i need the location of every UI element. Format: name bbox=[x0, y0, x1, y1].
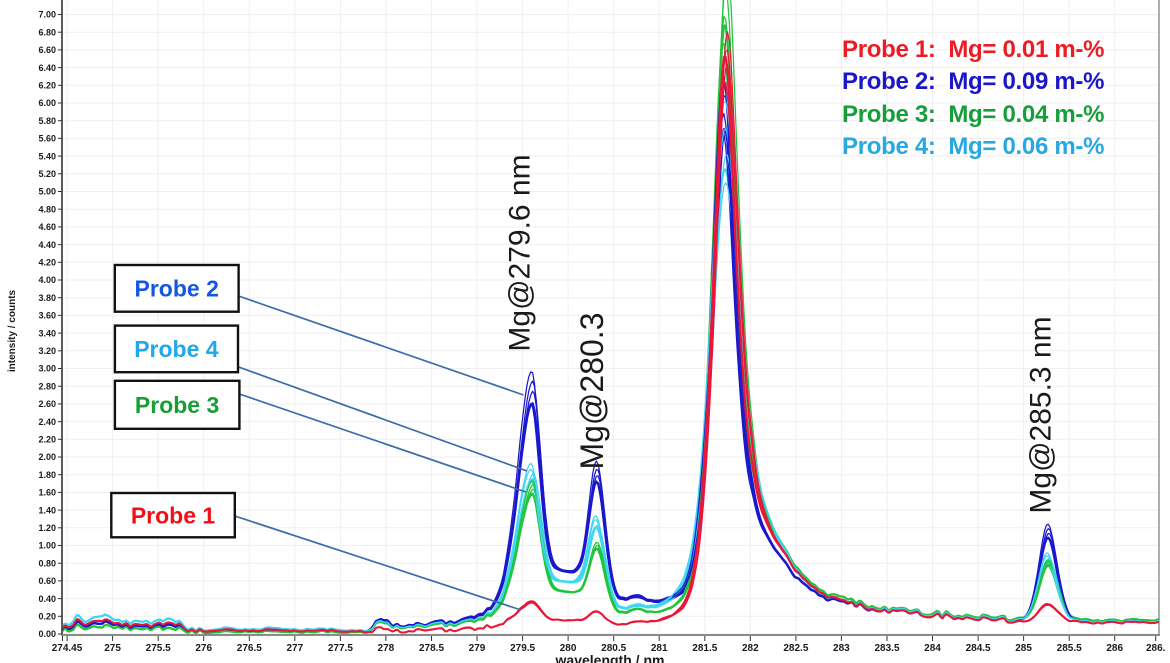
svg-text:6.60: 6.60 bbox=[38, 45, 56, 55]
svg-text:0.60: 0.60 bbox=[38, 576, 56, 586]
svg-text:1.40: 1.40 bbox=[38, 505, 56, 515]
svg-text:0.40: 0.40 bbox=[38, 594, 56, 604]
svg-text:4.80: 4.80 bbox=[38, 204, 56, 214]
svg-text:283.5: 283.5 bbox=[874, 643, 899, 654]
svg-text:Probe 2: Mg= 0.09 m-%: Probe 2: Mg= 0.09 m-% bbox=[842, 68, 1104, 95]
svg-text:0.00: 0.00 bbox=[38, 629, 56, 639]
svg-text:285.5: 285.5 bbox=[1057, 643, 1082, 654]
svg-text:3.60: 3.60 bbox=[38, 311, 56, 321]
svg-text:1.00: 1.00 bbox=[38, 541, 56, 551]
svg-text:wavelength / nm: wavelength / nm bbox=[555, 652, 665, 663]
svg-text:Probe 2: Probe 2 bbox=[135, 276, 219, 302]
svg-text:277: 277 bbox=[286, 643, 303, 654]
svg-text:5.00: 5.00 bbox=[38, 187, 56, 197]
svg-text:Probe 3: Probe 3 bbox=[135, 392, 219, 418]
svg-text:281.5: 281.5 bbox=[692, 643, 717, 654]
svg-text:4.20: 4.20 bbox=[38, 258, 56, 268]
svg-text:285: 285 bbox=[1015, 643, 1032, 654]
svg-text:6.80: 6.80 bbox=[38, 27, 56, 37]
svg-text:Probe 1: Probe 1 bbox=[131, 503, 216, 529]
svg-text:281: 281 bbox=[651, 643, 668, 654]
svg-text:4.40: 4.40 bbox=[38, 240, 56, 250]
svg-text:277.5: 277.5 bbox=[328, 643, 353, 654]
svg-text:6.20: 6.20 bbox=[38, 81, 56, 91]
svg-text:2.00: 2.00 bbox=[38, 452, 56, 462]
svg-text:275: 275 bbox=[104, 643, 121, 654]
svg-text:3.80: 3.80 bbox=[38, 293, 56, 303]
svg-text:3.40: 3.40 bbox=[38, 328, 56, 338]
svg-text:282.5: 282.5 bbox=[783, 643, 808, 654]
svg-text:Probe 4: Probe 4 bbox=[134, 336, 219, 362]
svg-text:3.00: 3.00 bbox=[38, 364, 56, 374]
svg-text:intensity / counts: intensity / counts bbox=[7, 289, 18, 372]
svg-text:279.5: 279.5 bbox=[510, 643, 535, 654]
svg-text:Probe 4: Mg= 0.06 m-%: Probe 4: Mg= 0.06 m-% bbox=[842, 133, 1104, 160]
svg-text:5.20: 5.20 bbox=[38, 169, 56, 179]
svg-text:5.80: 5.80 bbox=[38, 116, 56, 126]
svg-text:282: 282 bbox=[742, 643, 759, 654]
svg-text:Probe 3: Mg= 0.04 m-%: Probe 3: Mg= 0.04 m-% bbox=[842, 101, 1104, 128]
svg-text:275.5: 275.5 bbox=[146, 643, 171, 654]
svg-text:Mg@280.3: Mg@280.3 bbox=[574, 312, 610, 469]
svg-text:286.: 286. bbox=[1146, 643, 1166, 654]
svg-text:278.5: 278.5 bbox=[419, 643, 444, 654]
svg-text:2.60: 2.60 bbox=[38, 399, 56, 409]
svg-text:2.20: 2.20 bbox=[38, 435, 56, 445]
svg-text:5.60: 5.60 bbox=[38, 134, 56, 144]
svg-text:276: 276 bbox=[195, 643, 212, 654]
svg-text:280.5: 280.5 bbox=[601, 643, 626, 654]
svg-text:284: 284 bbox=[924, 643, 941, 654]
svg-text:6.40: 6.40 bbox=[38, 63, 56, 73]
svg-text:1.60: 1.60 bbox=[38, 488, 56, 498]
svg-text:276.5: 276.5 bbox=[237, 643, 262, 654]
svg-text:4.00: 4.00 bbox=[38, 275, 56, 285]
svg-text:283: 283 bbox=[833, 643, 850, 654]
svg-text:3.20: 3.20 bbox=[38, 346, 56, 356]
svg-text:5.40: 5.40 bbox=[38, 151, 56, 161]
svg-text:Mg@285.3 nm: Mg@285.3 nm bbox=[1025, 316, 1058, 513]
svg-text:1.80: 1.80 bbox=[38, 470, 56, 480]
svg-text:274.45: 274.45 bbox=[52, 643, 83, 654]
svg-text:Probe 1: Mg= 0.01 m-%: Probe 1: Mg= 0.01 m-% bbox=[842, 36, 1104, 63]
svg-text:7.00: 7.00 bbox=[38, 10, 56, 20]
svg-text:Mg@279.6 nm: Mg@279.6 nm bbox=[504, 154, 537, 351]
svg-text:2.80: 2.80 bbox=[38, 381, 56, 391]
svg-text:286: 286 bbox=[1106, 643, 1123, 654]
svg-text:0.80: 0.80 bbox=[38, 558, 56, 568]
svg-text:280: 280 bbox=[560, 643, 577, 654]
svg-text:6.00: 6.00 bbox=[38, 98, 56, 108]
svg-text:4.60: 4.60 bbox=[38, 222, 56, 232]
svg-text:2.40: 2.40 bbox=[38, 417, 56, 427]
svg-text:1.20: 1.20 bbox=[38, 523, 56, 533]
svg-text:278: 278 bbox=[378, 643, 395, 654]
svg-text:0.20: 0.20 bbox=[38, 612, 56, 622]
svg-text:279: 279 bbox=[469, 643, 486, 654]
svg-text:284.5: 284.5 bbox=[966, 643, 991, 654]
